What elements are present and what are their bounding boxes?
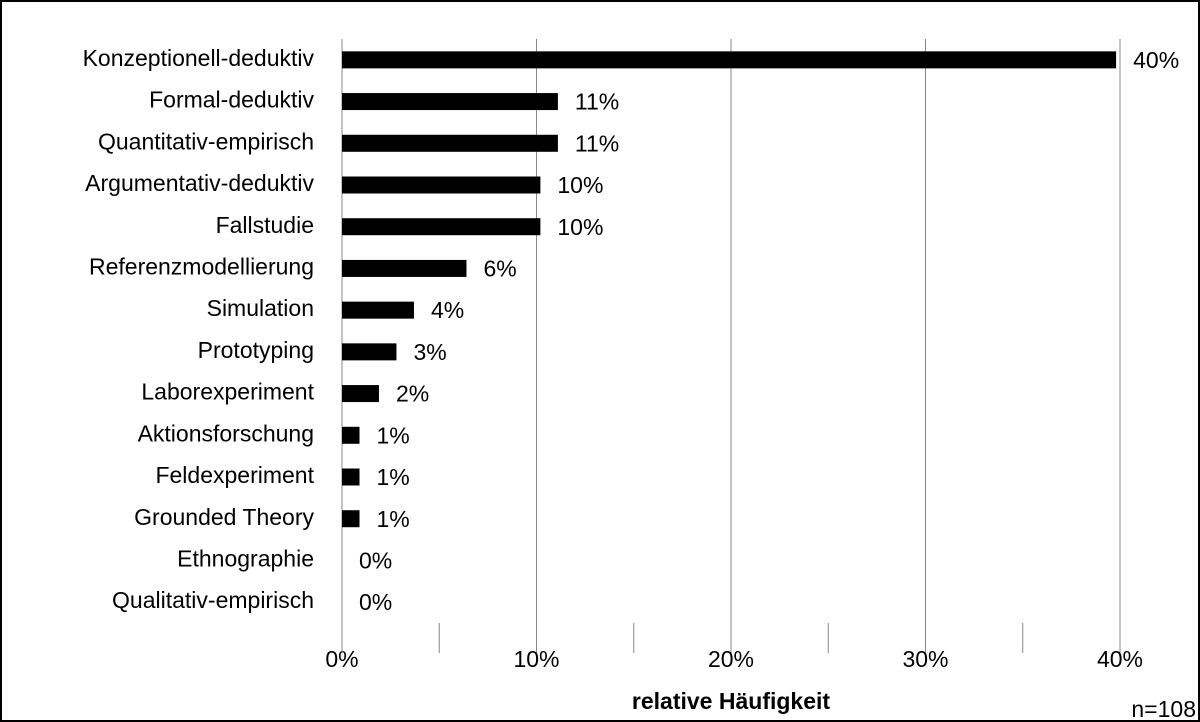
bar	[342, 301, 414, 319]
value-label: 40%	[1133, 47, 1179, 73]
value-label: 1%	[377, 506, 410, 532]
y-tick-label: Qualitativ-empirisch	[112, 587, 314, 613]
y-tick-label: Aktionsforschung	[138, 420, 314, 446]
bar	[342, 51, 1117, 69]
x-axis-title: relative Häufigkeit	[632, 688, 830, 714]
y-tick-label: Feldexperiment	[155, 462, 314, 488]
y-tick-label: Fallstudie	[216, 212, 314, 238]
bar	[342, 510, 360, 528]
x-tick-label: 10%	[513, 646, 559, 672]
bar	[342, 218, 541, 236]
y-tick-label: Prototyping	[198, 337, 314, 363]
value-label: 11%	[575, 89, 619, 115]
y-tick-label: Simulation	[207, 295, 314, 321]
bar	[342, 426, 360, 444]
value-label: 0%	[359, 548, 392, 574]
x-tick-label: 40%	[1097, 646, 1143, 672]
value-label: 10%	[557, 172, 603, 198]
bar	[342, 93, 558, 111]
value-label: 6%	[483, 256, 516, 282]
y-tick-label: Laborexperiment	[141, 379, 314, 405]
y-tick-label: Argumentativ-deduktiv	[85, 170, 314, 196]
y-tick-label: Grounded Theory	[134, 504, 314, 530]
annotation: n=108	[1131, 696, 1196, 722]
value-label: 2%	[396, 381, 429, 407]
bar	[342, 385, 379, 403]
y-tick-label: Formal-deduktiv	[149, 87, 314, 113]
y-tick-label: Referenzmodellierung	[89, 254, 314, 280]
y-tick-label: Quantitativ-empirisch	[98, 128, 314, 154]
x-tick-label: 20%	[708, 646, 754, 672]
value-label: 10%	[557, 214, 603, 240]
value-label: 1%	[377, 422, 410, 448]
bar	[342, 134, 558, 152]
value-label: 3%	[413, 339, 446, 365]
value-label: 11%	[575, 130, 619, 156]
x-tick-label: 30%	[902, 646, 948, 672]
y-tick-label: Ethnographie	[177, 546, 314, 572]
value-label: 1%	[377, 464, 410, 490]
value-label: 0%	[359, 589, 392, 615]
y-tick-label: Konzeptionell-deduktiv	[83, 45, 315, 71]
bar	[342, 176, 541, 194]
bar	[342, 343, 397, 361]
value-label: 4%	[431, 297, 464, 323]
bar	[342, 468, 360, 486]
bar	[342, 259, 467, 277]
